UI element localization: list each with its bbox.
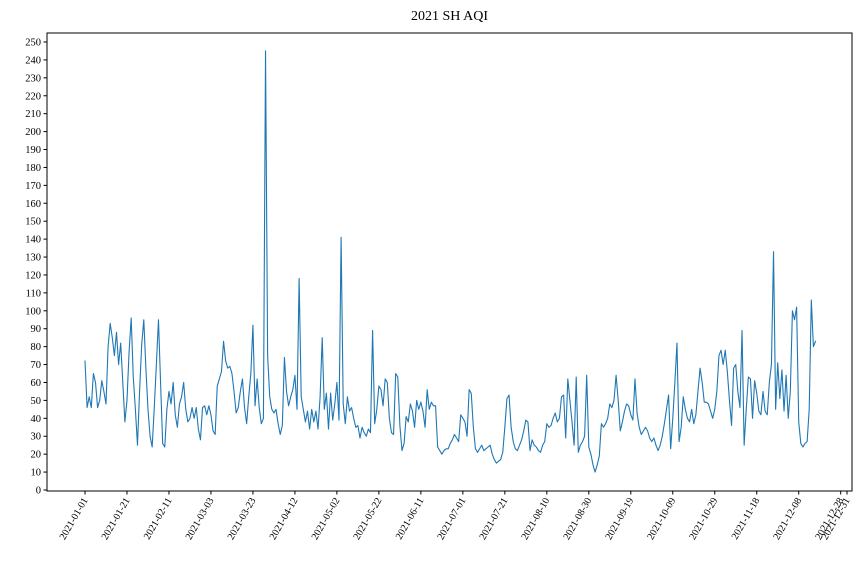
x-tick-label: 2021-08-10 bbox=[520, 496, 553, 542]
y-tick-label: 50 bbox=[31, 396, 42, 407]
x-tick-label: 2021-07-21 bbox=[478, 496, 511, 542]
y-tick-label: 230 bbox=[25, 73, 41, 84]
y-tick-label: 80 bbox=[31, 342, 42, 353]
aqi-line bbox=[84, 50, 817, 473]
y-tick-label: 240 bbox=[25, 55, 41, 66]
x-tick-label: 2021-11-18 bbox=[730, 496, 763, 542]
x-tick-label: 2021-03-03 bbox=[184, 496, 217, 542]
x-tick-label: 2021-05-02 bbox=[310, 496, 343, 542]
y-tick-label: 0 bbox=[36, 486, 41, 497]
y-tick-label: 250 bbox=[25, 38, 41, 49]
y-tick-label: 140 bbox=[25, 235, 41, 246]
y-tick-label: 40 bbox=[31, 414, 42, 425]
x-tick-label: 2021-05-22 bbox=[352, 496, 385, 542]
y-tick-label: 190 bbox=[25, 145, 41, 156]
x-tick-label: 2021-06-11 bbox=[394, 496, 427, 542]
x-tick-label: 2021-10-09 bbox=[646, 496, 679, 542]
plot-frame bbox=[46, 32, 853, 492]
x-tick-label: 2021-10-29 bbox=[687, 496, 720, 542]
x-tick-label: 2021-04-12 bbox=[268, 496, 301, 542]
x-tick-label: 2021-01-21 bbox=[100, 496, 133, 542]
y-tick-label: 120 bbox=[25, 270, 41, 281]
y-tick-label: 20 bbox=[31, 450, 42, 461]
y-tick-label: 160 bbox=[25, 199, 41, 210]
y-tick-label: 130 bbox=[25, 253, 41, 264]
x-tick-label: 2021-12-08 bbox=[771, 496, 804, 542]
y-tick-label: 170 bbox=[25, 181, 41, 192]
y-tick-label: 30 bbox=[31, 432, 42, 443]
y-tick-label: 100 bbox=[25, 306, 41, 317]
y-tick-label: 70 bbox=[31, 360, 42, 371]
y-tick-label: 110 bbox=[26, 288, 41, 299]
y-tick-label: 200 bbox=[25, 127, 41, 138]
y-tick-label: 10 bbox=[31, 468, 42, 479]
x-tick-label: 2021-01-01 bbox=[58, 496, 91, 542]
y-tick-label: 210 bbox=[25, 109, 41, 120]
x-tick-label: 2021-03-23 bbox=[226, 496, 259, 542]
x-tick-label: 2021-02-11 bbox=[142, 496, 175, 542]
x-tick-label: 2021-08-30 bbox=[562, 496, 595, 542]
y-tick-label: 180 bbox=[25, 163, 41, 174]
x-tick-label: 2021-09-19 bbox=[604, 496, 637, 542]
y-tick-label: 150 bbox=[25, 217, 41, 228]
y-tick-label: 60 bbox=[31, 378, 42, 389]
y-tick-label: 90 bbox=[31, 324, 42, 335]
x-tick-label: 2021-07-01 bbox=[436, 496, 469, 542]
y-tick-label: 220 bbox=[25, 91, 41, 102]
